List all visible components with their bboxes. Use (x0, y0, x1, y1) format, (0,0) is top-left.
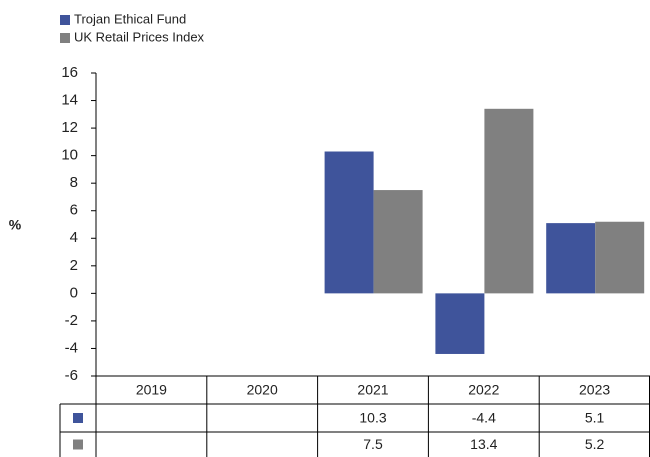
bar (435, 293, 485, 354)
x-tick-label: 2023 (579, 382, 610, 398)
x-tick-label: 2019 (136, 382, 167, 398)
y-tick-label: 0 (70, 284, 78, 301)
x-tick-label: 2020 (247, 382, 278, 398)
y-tick-label: -2 (65, 312, 78, 329)
bar (373, 190, 423, 294)
bar (324, 151, 374, 294)
y-tick-label: 8 (70, 174, 78, 191)
y-tick-label: 2 (70, 257, 78, 274)
y-tick-label: 10 (61, 147, 78, 164)
y-tick-label: 14 (61, 92, 78, 109)
legend-label: UK Retail Prices Index (74, 29, 205, 44)
bar (546, 223, 596, 294)
y-tick-label: -4 (65, 339, 78, 356)
y-tick-label: 16 (61, 64, 78, 81)
y-tick-label: 12 (61, 119, 78, 136)
table-value: 13.4 (470, 436, 497, 452)
table-value: 7.5 (363, 436, 383, 452)
bar (595, 221, 645, 294)
x-tick-label: 2021 (357, 382, 388, 398)
x-tick-label: 2022 (468, 382, 499, 398)
table-value: 5.1 (585, 410, 605, 426)
bar (484, 108, 534, 294)
y-tick-label: 4 (70, 229, 78, 246)
y-tick-label: -6 (65, 367, 78, 384)
table-legend-swatch (73, 413, 83, 423)
table-value: 10.3 (359, 410, 386, 426)
legend-swatch (60, 33, 70, 43)
y-tick-label: 6 (70, 202, 78, 219)
table-legend-swatch (73, 439, 83, 450)
legend-label: Trojan Ethical Fund (74, 11, 186, 26)
y-axis-label: % (9, 217, 22, 233)
legend-swatch (60, 15, 70, 25)
table-value: -4.4 (472, 410, 496, 426)
table-value: 5.2 (585, 436, 605, 452)
